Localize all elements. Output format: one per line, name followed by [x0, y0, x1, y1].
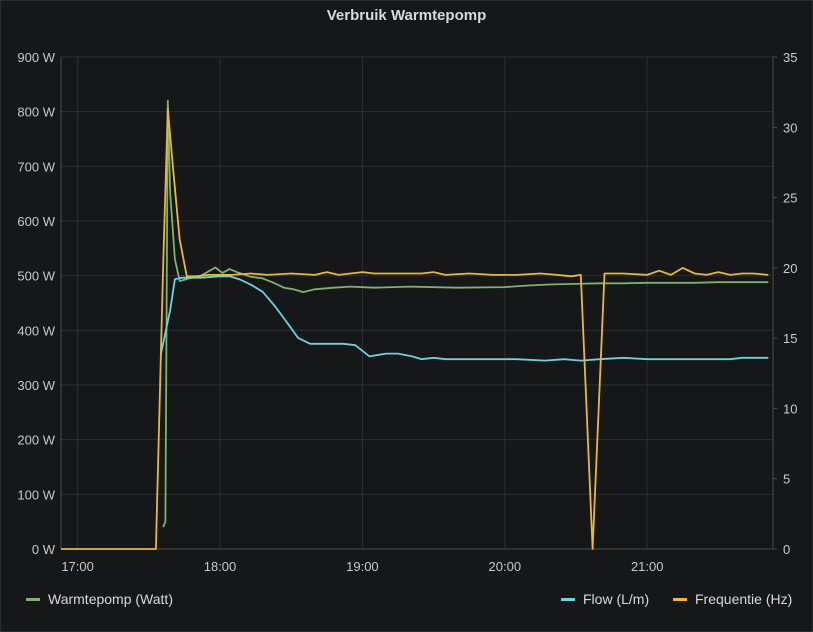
legend-swatch-warmtepomp [26, 597, 40, 601]
y-tick-label: 400 W [17, 323, 55, 338]
legend-label-warmtepomp: Warmtepomp (Watt) [48, 591, 173, 607]
y-tick-label: 300 W [17, 378, 55, 393]
legend-label-frequentie: Frequentie (Hz) [695, 591, 793, 607]
y2-tick-label: 10 [783, 401, 797, 416]
series-line-warmtepomp [162, 99, 769, 528]
y2-tick-label: 25 [783, 191, 797, 206]
grid [61, 56, 773, 550]
legend-swatch-frequentie [673, 597, 687, 601]
y-tick-label: 200 W [17, 433, 55, 448]
y-tick-label: 800 W [17, 105, 55, 120]
y-tick-label: 500 W [17, 269, 55, 284]
series-line-frequentie [61, 108, 769, 550]
chart-title: Verbruik Warmtepomp [326, 7, 487, 24]
y2-tick-label: 5 [783, 472, 790, 487]
x-tick-label: 19:00 [346, 559, 379, 574]
legend-label-flow: Flow (L/m) [583, 591, 650, 607]
x-tick-label: 18:00 [204, 559, 237, 574]
y-tick-label: 900 W [17, 50, 55, 65]
y2-tick-label: 15 [783, 331, 797, 346]
y2-tick-label: 20 [783, 261, 797, 276]
series-line-flow [159, 275, 769, 362]
legend-item-flow[interactable]: Flow (L/m) [561, 591, 649, 607]
legend-item-warmtepomp[interactable]: Warmtepomp (Watt) [26, 591, 173, 607]
series-lines [61, 99, 769, 550]
y2-tick-label: 0 [783, 542, 790, 557]
x-tick-label: 21:00 [631, 559, 664, 574]
legend-swatch-flow [561, 597, 575, 601]
y-tick-label: 700 W [17, 159, 55, 174]
x-tick-label: 17:00 [61, 559, 94, 574]
y-tick-label: 0 W [32, 542, 56, 557]
y-tick-label: 100 W [17, 487, 55, 502]
axes: 0 W 100 W 200 W 300 W 400 W 500 W 600 W 700 W 80… [17, 50, 797, 574]
y2-tick-label: 35 [783, 50, 797, 65]
y2-tick-label: 30 [783, 120, 797, 135]
x-tick-label: 20:00 [489, 559, 522, 574]
legend-item-frequentie[interactable]: Frequentie (Hz) [673, 591, 792, 607]
y-tick-label: 600 W [17, 214, 55, 229]
